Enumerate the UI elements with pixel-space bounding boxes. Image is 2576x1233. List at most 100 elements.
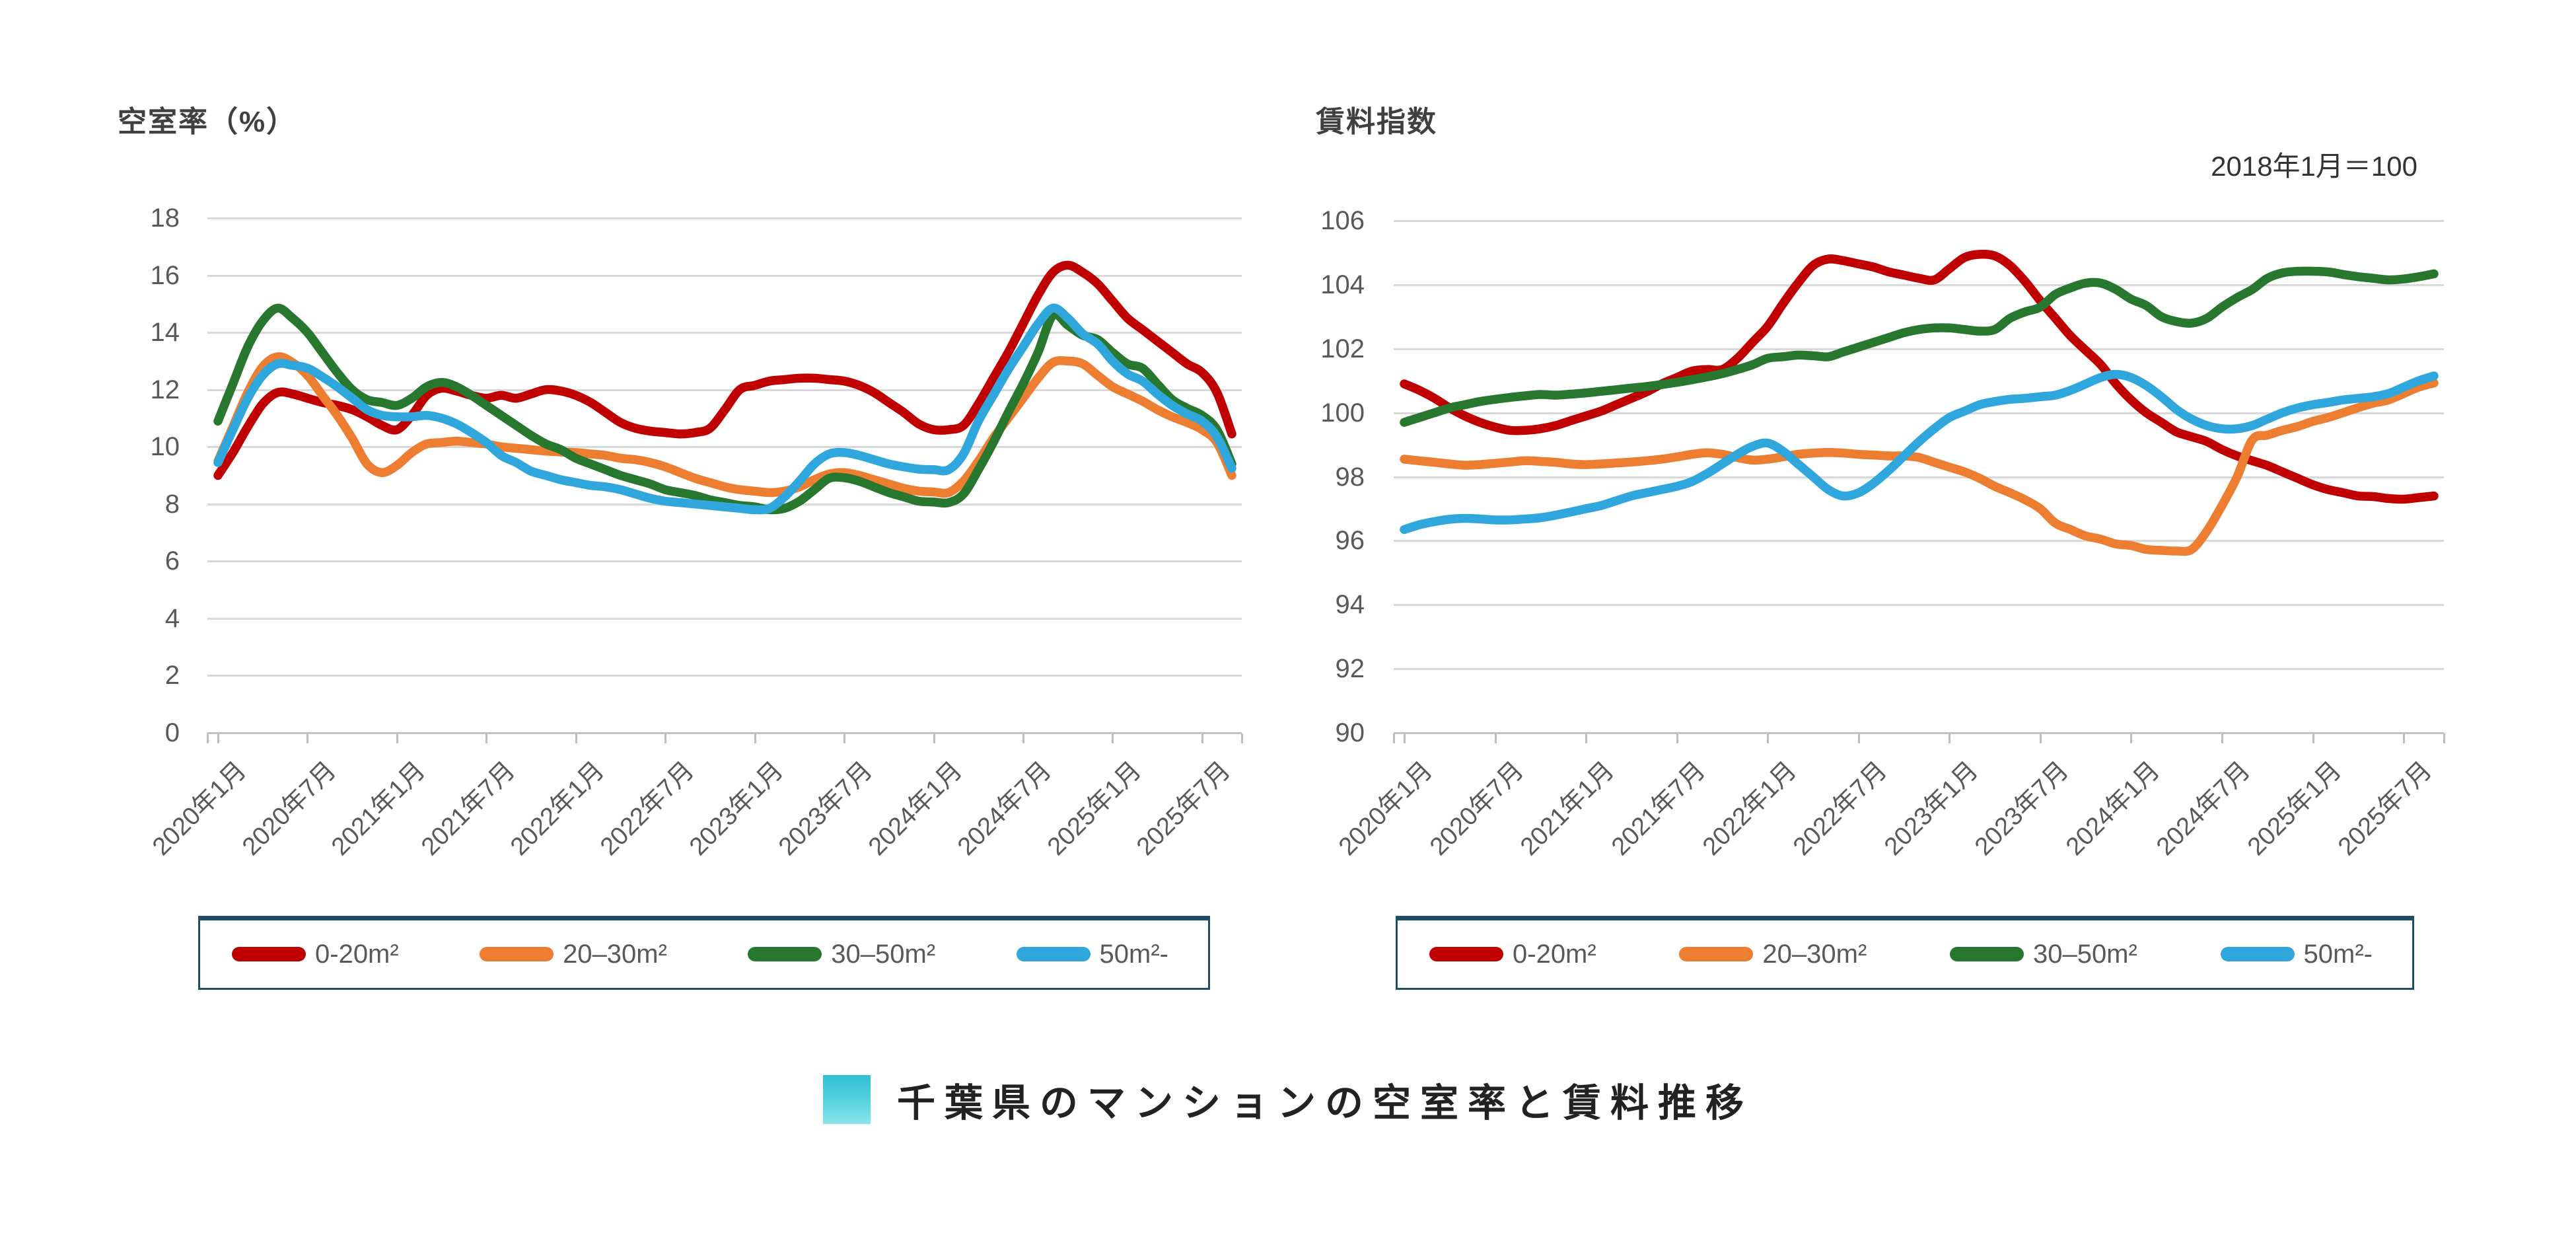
axis-tick xyxy=(1494,733,1497,743)
legend-swatch-0-20 xyxy=(232,947,306,961)
axis-tick xyxy=(1585,733,1588,743)
y-axis-label: 92 xyxy=(1335,654,1365,684)
y-axis-label: 104 xyxy=(1320,270,1365,299)
legend-label-50: 50m²- xyxy=(2303,939,2373,969)
axis-tick xyxy=(1767,733,1770,743)
legend-item-30-50: 30–50m² xyxy=(1949,939,2137,969)
y-axis-label: 12 xyxy=(150,375,180,404)
axis-tick xyxy=(1022,733,1024,743)
axis-tick xyxy=(1404,733,1406,743)
axis-tick xyxy=(2130,733,2133,743)
gridline xyxy=(1394,348,2444,350)
legend-label-50: 50m²- xyxy=(1099,939,1168,969)
gridline xyxy=(207,560,1242,563)
gridline xyxy=(207,217,1242,219)
legend-item-0-20: 0-20m² xyxy=(232,940,399,969)
axis-tick xyxy=(1949,733,1951,743)
series-line-30–50m² xyxy=(1400,266,2439,427)
y-axis-label: 8 xyxy=(164,489,180,519)
title-bullet-square xyxy=(822,1075,871,1124)
y-axis-label: 106 xyxy=(1320,206,1365,235)
rent-base-note: 2018年1月＝100 xyxy=(2211,151,2417,182)
y-axis-label: 2 xyxy=(164,661,180,691)
axis-tick xyxy=(575,733,577,743)
legend-swatch-30-50 xyxy=(748,947,822,961)
axis-tick xyxy=(1112,733,1114,743)
rent-chart-title: 賃料指数 xyxy=(1316,106,1437,138)
legend-item-0-20: 0-20m² xyxy=(1429,940,1596,969)
axis-tick xyxy=(2443,733,2445,743)
y-axis-label: 98 xyxy=(1335,462,1365,492)
gridline xyxy=(1394,668,2444,671)
gridline xyxy=(207,389,1242,391)
legend-item-50: 50m²- xyxy=(2220,939,2373,969)
axis-tick xyxy=(306,733,309,743)
y-axis-label: 10 xyxy=(150,432,180,462)
axis-tick xyxy=(1393,733,1395,743)
legend-swatch-0-20 xyxy=(1429,947,1503,961)
gridline xyxy=(1394,476,2444,478)
series-line-20–30m² xyxy=(213,352,1236,498)
figure-title-row: 千葉県のマンションの空室率と賃料推移 xyxy=(0,1072,2576,1127)
legend-label-0-20: 0-20m² xyxy=(315,939,399,969)
legend-swatch-50 xyxy=(1016,947,1091,961)
y-axis-label: 96 xyxy=(1335,526,1365,556)
gridline xyxy=(207,446,1242,449)
gridline xyxy=(207,617,1242,620)
gridline xyxy=(1394,604,2444,607)
gridline xyxy=(1394,540,2444,542)
axis-tick xyxy=(396,733,398,743)
axis-tick xyxy=(2039,733,2042,743)
legend-item-20-30: 20–30m² xyxy=(480,940,667,969)
y-axis-label: 0 xyxy=(164,718,180,747)
gridline xyxy=(1394,220,2444,222)
legend-item-50: 50m²- xyxy=(1016,939,1168,969)
gridline xyxy=(1394,732,2444,734)
series-line-50m²- xyxy=(213,303,1236,515)
axis-tick xyxy=(217,733,219,743)
y-axis-label: 100 xyxy=(1320,398,1365,428)
series-line-50m²- xyxy=(1400,369,2439,535)
y-axis-label: 102 xyxy=(1320,334,1365,363)
axis-tick xyxy=(2403,733,2406,743)
gridline xyxy=(207,732,1242,734)
axis-tick xyxy=(843,733,846,743)
axis-tick xyxy=(1201,733,1203,743)
legend-label-30-50: 30–50m² xyxy=(2032,939,2137,969)
axis-tick xyxy=(485,733,488,743)
legend-label-20-30: 20–30m² xyxy=(563,939,667,969)
series-line-0-20m² xyxy=(213,260,1236,480)
axis-tick xyxy=(1857,733,1860,743)
y-axis-label: 94 xyxy=(1335,590,1365,620)
series-line-20–30m² xyxy=(1400,378,2439,556)
gridline xyxy=(207,274,1242,277)
legend-swatch-20-30 xyxy=(1679,947,1754,961)
y-axis-label: 90 xyxy=(1335,718,1365,747)
y-axis-label: 18 xyxy=(150,204,180,233)
legend-label-0-20: 0-20m² xyxy=(1513,939,1596,969)
y-axis-label: 6 xyxy=(164,546,180,576)
gridline xyxy=(207,675,1242,677)
legend-item-30-50: 30–50m² xyxy=(748,940,935,969)
rent-legend: 0-20m² 20–30m² 30–50m² 50m²- xyxy=(1396,916,2414,990)
legend-label-20-30: 20–30m² xyxy=(1762,939,1867,969)
figure-title: 千葉県のマンションの空室率と賃料推移 xyxy=(896,1082,1753,1125)
y-axis-label: 16 xyxy=(150,260,180,290)
gridline xyxy=(207,332,1242,334)
axis-tick xyxy=(933,733,935,743)
axis-tick xyxy=(2312,733,2314,743)
axis-tick xyxy=(1676,733,1678,743)
axis-tick xyxy=(1241,733,1243,743)
legend-label-30-50: 30–50m² xyxy=(831,939,936,969)
axis-tick xyxy=(207,733,209,743)
y-axis-label: 14 xyxy=(150,318,180,348)
vacancy-legend: 0-20m² 20–30m² 30–50m² 50m²- xyxy=(198,916,1210,990)
series-line-0-20m² xyxy=(1400,249,2439,504)
legend-item-20-30: 20–30m² xyxy=(1679,940,1867,969)
legend-swatch-50 xyxy=(2220,947,2295,961)
gridline xyxy=(1394,283,2444,286)
legend-swatch-30-50 xyxy=(1949,947,2024,961)
axis-tick xyxy=(754,733,756,743)
